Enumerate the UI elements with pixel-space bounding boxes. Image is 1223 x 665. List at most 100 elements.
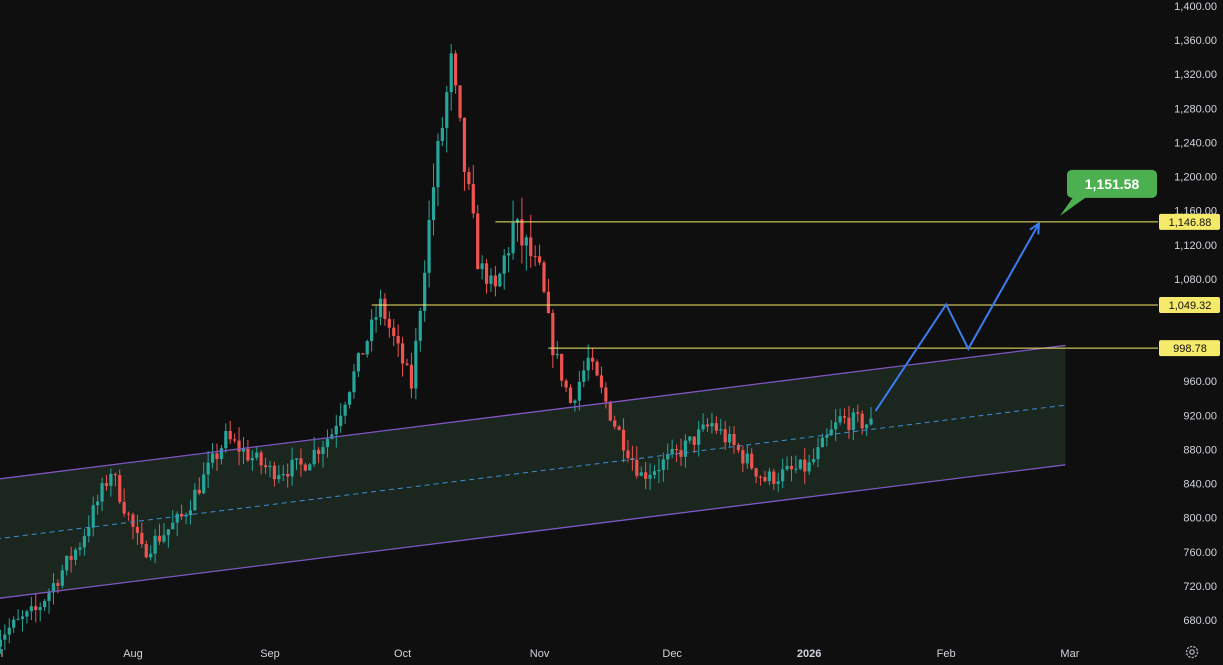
candle-body xyxy=(728,433,732,443)
target-callout: 1,151.58 xyxy=(1060,169,1157,216)
candle-body xyxy=(816,447,820,460)
candle-body xyxy=(471,184,475,214)
x-tick-label: Feb xyxy=(937,648,956,660)
candle-body xyxy=(383,298,387,319)
level-tag-label: 1,049.32 xyxy=(1169,300,1212,312)
candle-body xyxy=(149,553,153,558)
candle-body xyxy=(860,413,864,429)
candle-body xyxy=(0,639,3,647)
candle-body xyxy=(736,445,741,451)
candle-body xyxy=(750,453,754,469)
candle-body xyxy=(387,318,391,328)
candle-body xyxy=(91,505,95,528)
candle-body xyxy=(577,381,581,401)
candle-body xyxy=(688,436,692,441)
candle-body xyxy=(193,489,197,511)
candle-body xyxy=(705,424,710,427)
time-axis[interactable]: l Aug Sep Oct Nov Dec 2026 Feb Mar xyxy=(1,648,1080,660)
candle-body xyxy=(299,458,303,465)
x-tick-label: 2026 xyxy=(797,648,821,660)
candle-body xyxy=(599,375,604,388)
candle-body xyxy=(34,606,38,610)
level-tag-label: 998.78 xyxy=(1173,343,1207,355)
candle-body xyxy=(701,424,705,430)
candle-body xyxy=(820,437,825,448)
y-tick-label: 800.00 xyxy=(1183,513,1217,525)
y-tick-label: 1,240.00 xyxy=(1174,137,1217,149)
level-tag-label: 1,146.88 xyxy=(1169,217,1212,229)
channel-lower-line[interactable] xyxy=(0,464,1066,599)
candle-body xyxy=(73,549,78,560)
candle-body xyxy=(423,272,427,311)
candle-body xyxy=(56,583,60,586)
projection-line xyxy=(874,222,1040,412)
candle-body xyxy=(303,464,307,471)
x-tick-label: Oct xyxy=(394,648,411,660)
candle-body xyxy=(732,433,736,446)
candle-body xyxy=(294,458,299,460)
candle-body xyxy=(454,53,458,86)
candle-body xyxy=(259,452,263,466)
candle-body xyxy=(683,440,688,457)
target-label: 1,151.58 xyxy=(1085,176,1140,192)
candle-body xyxy=(789,465,794,470)
candle-body xyxy=(272,465,277,480)
candle-body xyxy=(467,171,471,185)
candle-body xyxy=(87,527,91,537)
candle-body xyxy=(38,607,42,610)
candle-body xyxy=(692,436,696,445)
candle-body xyxy=(144,543,148,558)
candle-body xyxy=(131,514,135,527)
candle-body xyxy=(515,219,520,223)
candle-body xyxy=(104,483,109,486)
y-tick-label: 1,320.00 xyxy=(1174,69,1217,81)
candle-body xyxy=(100,483,104,502)
candle-body xyxy=(811,459,816,463)
candle-body xyxy=(29,606,33,612)
x-tick-label: Mar xyxy=(1060,648,1079,660)
candle-body xyxy=(869,418,873,425)
y-tick-label: 1,280.00 xyxy=(1174,103,1217,115)
y-tick-label: 720.00 xyxy=(1183,581,1217,593)
candle-body xyxy=(533,256,537,258)
candle-body xyxy=(621,429,626,451)
candle-body xyxy=(228,430,232,440)
candle-body xyxy=(785,465,789,470)
candle-body xyxy=(370,319,374,342)
y-tick-label: 880.00 xyxy=(1183,444,1217,456)
level-tag xyxy=(1159,340,1220,357)
candle-body xyxy=(825,435,829,438)
candle-body xyxy=(162,535,166,542)
gear-icon[interactable] xyxy=(1185,645,1199,659)
candle-body xyxy=(330,434,334,439)
price-axis-bg xyxy=(1158,0,1223,665)
candle-body xyxy=(529,237,533,257)
candle-body xyxy=(661,459,665,470)
candle-body xyxy=(237,440,241,452)
candle-body xyxy=(308,464,312,471)
channel-upper-line[interactable] xyxy=(0,344,1066,480)
candle-body xyxy=(113,473,117,476)
candle-body xyxy=(219,448,223,460)
candle-body xyxy=(674,448,679,451)
x-tick-label: Dec xyxy=(662,648,682,660)
candle-body xyxy=(794,468,798,470)
candle-body xyxy=(263,465,268,468)
candle-body xyxy=(564,380,568,388)
candle-body xyxy=(197,489,201,494)
candle-body xyxy=(458,85,462,118)
candle-body xyxy=(573,400,577,403)
projection-path[interactable] xyxy=(874,221,1041,412)
candle-body xyxy=(339,415,343,426)
candlestick-series xyxy=(0,44,873,654)
candle-body xyxy=(462,117,467,172)
candle-body xyxy=(772,471,776,484)
candle-body xyxy=(763,477,767,482)
candle-body xyxy=(374,317,378,320)
candle-body xyxy=(153,535,157,554)
price-axis[interactable]: 680.00 720.00 760.00 800.00 840.00 880.00 920.… xyxy=(1158,0,1223,665)
candle-body xyxy=(414,340,418,389)
candle-body xyxy=(365,341,369,355)
candle-body xyxy=(652,471,657,475)
